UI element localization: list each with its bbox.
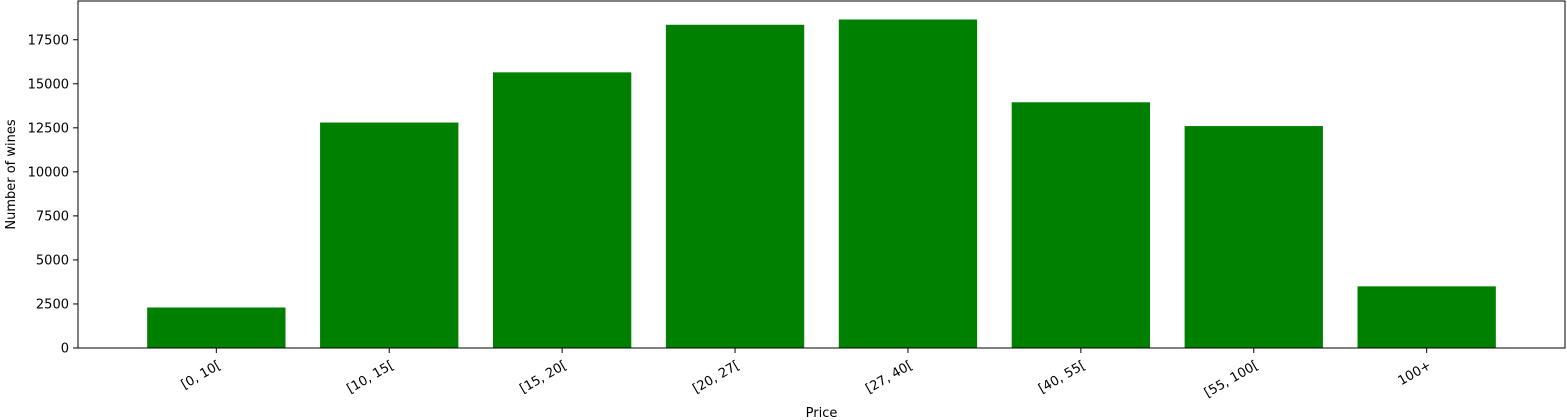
bar-5 [1011, 102, 1151, 348]
y-tick-label-7: 17500 [28, 33, 69, 48]
x-tick-label-4: [27, 40[ [863, 358, 915, 397]
bar-6 [1184, 126, 1323, 348]
y-tick-label-5: 12500 [28, 121, 69, 136]
bar-1 [320, 122, 459, 348]
x-tick-label-1: [10, 15[ [345, 358, 397, 397]
plot-frame [77, 0, 1566, 349]
x-tick-label-7: 100+ [1396, 358, 1434, 389]
y-axis-label: Number of wines [4, 119, 19, 229]
bars-group [147, 19, 1496, 349]
bar-4 [838, 19, 978, 348]
y-tick-label-3: 7500 [36, 209, 69, 224]
x-tick-label-5: [40, 55[ [1036, 358, 1088, 397]
y-tick-label-6: 15000 [28, 77, 69, 92]
y-tick-label-2: 5000 [36, 253, 69, 268]
x-axis-label: Price [806, 406, 838, 420]
y-tick-label-4: 10000 [28, 165, 69, 180]
x-axis: [0, 10[ [10, 15[ [15, 20[ [20, 27[ [27, 40[ [… [179, 348, 1434, 401]
y-tick-label-0: 0 [61, 342, 69, 357]
bar-2 [492, 72, 632, 349]
y-tick-label-1: 2500 [36, 297, 69, 312]
x-tick-label-6: [55, 100[ [1202, 358, 1261, 401]
y-axis: 0 2500 5000 7500 10000 12500 15000 17500 [28, 33, 78, 357]
bar-0 [147, 307, 286, 348]
bar-3 [665, 24, 805, 349]
x-tick-label-0: [0, 10[ [179, 358, 224, 393]
x-tick-label-3: [20, 27[ [690, 358, 742, 397]
x-tick-label-2: [15, 20[ [517, 358, 569, 397]
bar-7 [1357, 286, 1496, 348]
